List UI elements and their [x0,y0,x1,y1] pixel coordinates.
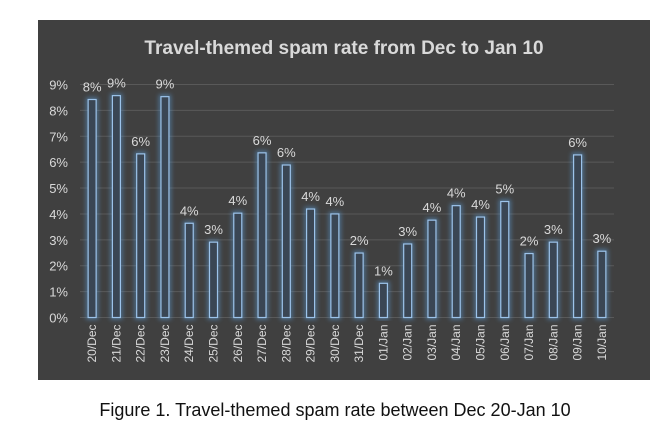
data-label: 9% [156,77,175,92]
bar [451,205,461,319]
x-tick-label: 09/Jan [571,325,585,361]
x-tick-label: 10/Jan [595,325,609,361]
bar [136,153,146,319]
x-tick-label: 03/Jan [425,325,439,361]
chart-title: Travel-themed spam rate from Dec to Jan … [144,38,544,59]
x-tick-label: 05/Jan [474,325,488,361]
x-tick-label: 28/Dec [279,325,293,363]
data-label: 8% [83,80,102,95]
y-tick-label: 2% [49,259,68,274]
data-label: 9% [107,76,126,91]
x-tick-label: 07/Jan [522,325,536,361]
data-label: 4% [325,194,344,209]
x-tick-label: 21/Dec [109,325,123,363]
x-tick-label: 27/Dec [255,325,269,363]
bar [233,212,243,319]
x-tick-label: 29/Dec [304,325,318,363]
bar [524,252,534,319]
data-label: 4% [301,189,320,204]
x-tick-label: 24/Dec [182,325,196,363]
bar [111,95,122,319]
bar [403,243,413,319]
y-tick-label: 1% [49,285,68,300]
bar [87,98,97,319]
x-tick-label: 26/Dec [231,325,245,363]
y-tick-label: 6% [49,155,68,170]
x-tick-label: 31/Dec [352,325,366,363]
data-label: 4% [180,203,199,218]
bar [257,152,267,319]
bar [378,282,389,319]
bar [475,216,486,319]
data-label: 6% [277,145,296,160]
x-tick-label: 02/Jan [401,325,415,361]
bar [427,219,437,319]
bar [572,154,583,319]
bar [548,241,558,319]
data-label: 2% [520,234,539,249]
x-tick-label: 20/Dec [85,325,99,363]
data-label: 2% [350,233,369,248]
figure-caption: Figure 1. Travel-themed spam rate betwee… [99,400,571,420]
y-tick-label: 3% [49,233,68,248]
data-label: 6% [568,135,587,150]
x-tick-label: 04/Jan [449,325,463,361]
bar [597,250,607,319]
data-label: 6% [253,133,272,148]
x-tick-label: 23/Dec [158,325,172,363]
data-label: 3% [544,222,563,237]
bar [208,241,219,319]
data-label: 5% [495,182,514,197]
data-label: 4% [471,197,490,212]
bar [184,222,194,319]
x-tick-label: 01/Jan [376,325,390,361]
x-tick-label: 08/Jan [546,325,560,361]
data-label: 6% [131,134,150,149]
bar [354,252,364,319]
bar [281,164,291,319]
data-label: 4% [228,193,247,208]
y-tick-label: 0% [49,311,68,326]
y-tick-label: 9% [49,78,68,93]
bar-chart: 0% 1% 2% 3% 4% 5% 6% 7% 8% 9% 8% 20/Dec 9% 21/Dec 6% 22… [49,76,614,363]
x-tick-label: 22/Dec [134,325,148,363]
data-label: 1% [374,263,393,278]
y-tick-label: 8% [49,103,68,118]
data-label: 4% [423,200,442,215]
data-label: 4% [447,186,466,201]
data-label: 3% [398,224,417,239]
bar [305,208,316,319]
bar [500,200,510,319]
y-tick-label: 4% [49,207,68,222]
data-label: 3% [592,231,611,246]
x-tick-label: 25/Dec [207,325,221,363]
data-label: 3% [204,222,223,237]
y-tick-label: 5% [49,181,68,196]
bar [160,96,170,319]
x-tick-label: 30/Dec [328,325,342,363]
bar [330,213,340,319]
y-tick-label: 7% [49,129,68,144]
x-tick-label: 06/Jan [498,325,512,361]
